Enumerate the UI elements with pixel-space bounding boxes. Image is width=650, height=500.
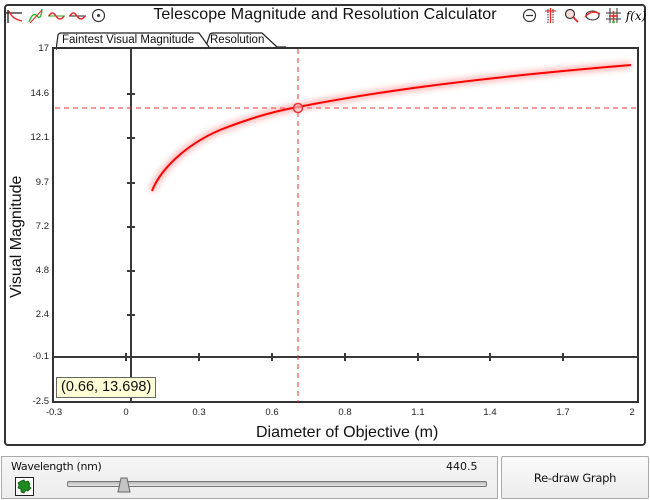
color-swatch-icon[interactable]	[15, 477, 34, 496]
wavelength-value: 440.5	[446, 460, 478, 473]
trace-marker	[292, 102, 304, 114]
y-tick-label: 17	[38, 43, 49, 54]
x-tick-label: -0.3	[45, 407, 63, 418]
chart-canvas	[53, 49, 638, 402]
wave-tool-icon[interactable]	[48, 7, 65, 24]
x-axis-label: Diameter of Objective (m)	[256, 424, 439, 441]
x-tick-label: 0.6	[265, 407, 279, 418]
x-tick-label: 1.7	[556, 407, 570, 418]
redraw-graph-button[interactable]: Re-draw Graph	[501, 456, 649, 499]
x-tick-label: 0	[123, 407, 129, 418]
y-axis-label: Visual Magnitude	[8, 175, 25, 298]
plot-area[interactable]	[52, 47, 639, 403]
wavelength-slider-track[interactable]	[67, 481, 487, 487]
x-tick-label: 1.4	[483, 407, 497, 418]
window-title: Telescope Magnitude and Resolution Calcu…	[153, 6, 497, 23]
wavelength-label: Wavelength (nm)	[11, 460, 102, 473]
tab-outline	[56, 32, 286, 50]
x-tick-label: 0.8	[338, 407, 352, 418]
wave-alt-tool-icon[interactable]	[69, 7, 86, 24]
x-tick-label: 0.3	[192, 407, 206, 418]
wavelength-slider-thumb[interactable]	[117, 477, 131, 493]
zoom-magnifier-icon[interactable]	[563, 7, 580, 24]
function-icon[interactable]: f(x)	[625, 8, 647, 23]
y-tick-label: 4.8	[35, 265, 49, 276]
x-tick-label: 1.1	[411, 407, 425, 418]
y-tick-label: 7.2	[35, 221, 49, 232]
y-tick-label: -0.1	[32, 351, 49, 362]
wavelength-panel: Wavelength (nm) 440.5	[1, 456, 498, 499]
y-tick-label: 14.6	[30, 88, 50, 99]
tab-resolution[interactable]: Resolution	[210, 34, 265, 46]
magnitude-curve	[151, 64, 632, 192]
fit-curve-icon[interactable]	[584, 7, 601, 24]
y-tick-label: 2.4	[35, 309, 49, 320]
axes-tool-icon[interactable]	[6, 7, 23, 24]
trace-point-icon[interactable]	[90, 7, 107, 24]
derivative-tool-icon[interactable]	[27, 7, 44, 24]
crosshair-icon[interactable]	[605, 7, 622, 24]
y-tick-label: 9.7	[35, 177, 49, 188]
vertical-grid-icon[interactable]	[542, 7, 559, 24]
y-tick-label: -2.5	[32, 396, 49, 407]
x-tick-label: 2	[629, 407, 635, 418]
coordinate-tooltip: (0.66, 13.698)	[56, 377, 157, 398]
toolbar-right: f(x)	[521, 7, 646, 24]
graph-window	[4, 4, 646, 446]
tab-faintest-visual-magnitude[interactable]: Faintest Visual Magnitude	[62, 34, 195, 46]
toolbar-left	[6, 7, 107, 24]
y-tick-label: 12.1	[30, 132, 50, 143]
zoom-out-icon[interactable]	[521, 7, 538, 24]
